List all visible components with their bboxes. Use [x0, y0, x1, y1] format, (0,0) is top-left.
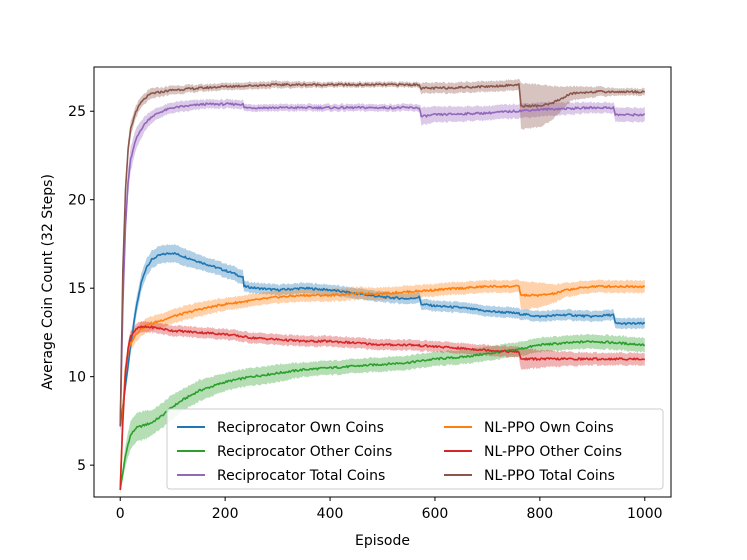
legend-label-nl-ppo-other-coins: NL-PPO Other Coins	[484, 444, 622, 460]
y-axis: 5 10 15 20 25	[68, 104, 94, 474]
x-axis-title: Episode	[355, 533, 410, 549]
line-nl-ppo-other-coins	[119, 325, 646, 490]
legend-label-reciprocator-total-coins: Reciprocator Total Coins	[217, 468, 385, 484]
x-tick-label: 1000	[627, 506, 663, 522]
legend-box	[166, 408, 664, 490]
band-reciprocator-own-coins	[120, 244, 645, 432]
x-tick-label: 600	[422, 506, 449, 522]
x-tick-label: 400	[317, 506, 344, 522]
legend: Reciprocator Own Coins NL-PPO Own Coins Re…	[166, 408, 664, 490]
legend-label-nl-ppo-total-coins: NL-PPO Total Coins	[484, 468, 615, 484]
line-reciprocator-total-coins	[119, 102, 646, 427]
legend-label-nl-ppo-own-coins: NL-PPO Own Coins	[484, 420, 614, 436]
line-nl-ppo-total-coins	[119, 82, 645, 427]
plot-frame	[93, 66, 672, 498]
confidence-bands	[120, 78, 645, 494]
y-tick-label: 25	[68, 104, 86, 120]
line-reciprocator-other-coins	[119, 340, 645, 491]
y-tick-label: 20	[68, 193, 86, 209]
legend-label-reciprocator-other-coins: Reciprocator Other Coins	[217, 444, 392, 460]
line-reciprocator-own-coins	[119, 252, 646, 427]
x-tick-label: 200	[212, 506, 239, 522]
x-tick-label: 0	[116, 506, 125, 522]
y-tick-label: 5	[77, 458, 86, 474]
x-tick-label: 800	[526, 506, 553, 522]
band-reciprocator-other-coins	[120, 333, 645, 494]
series-lines	[119, 82, 646, 491]
legend-label-reciprocator-own-coins: Reciprocator Own Coins	[217, 420, 384, 436]
y-tick-label: 10	[68, 370, 86, 386]
x-axis: 0 200 400 600 800 1000	[116, 497, 663, 522]
y-axis-title: Average Coin Count (32 Steps)	[40, 174, 56, 390]
line-nl-ppo-own-coins	[119, 284, 646, 490]
y-tick-label: 15	[68, 281, 86, 297]
